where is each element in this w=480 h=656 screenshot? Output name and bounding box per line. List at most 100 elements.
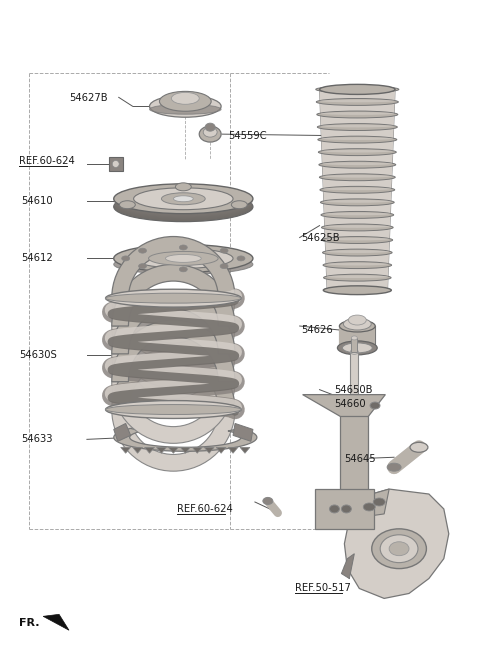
Ellipse shape [263, 497, 273, 504]
Bar [351, 338, 357, 352]
Ellipse shape [133, 188, 233, 210]
Polygon shape [168, 447, 179, 453]
Ellipse shape [316, 86, 399, 93]
Wedge shape [112, 237, 235, 298]
Ellipse shape [340, 494, 368, 504]
Polygon shape [180, 447, 190, 453]
Ellipse shape [122, 256, 130, 261]
Polygon shape [314, 489, 374, 529]
Polygon shape [233, 423, 253, 441]
Wedge shape [112, 298, 235, 359]
Ellipse shape [114, 255, 253, 274]
Ellipse shape [327, 288, 387, 291]
Ellipse shape [323, 249, 392, 256]
Ellipse shape [341, 505, 351, 513]
Text: REF.50-517: REF.50-517 [295, 583, 350, 594]
Ellipse shape [370, 402, 380, 409]
Text: FR.: FR. [19, 619, 40, 628]
Ellipse shape [323, 162, 392, 165]
Ellipse shape [323, 262, 392, 268]
Polygon shape [156, 447, 167, 453]
Ellipse shape [112, 161, 119, 167]
Ellipse shape [322, 237, 393, 243]
Text: REF.60-624: REF.60-624 [19, 156, 75, 166]
Ellipse shape [389, 542, 409, 556]
Polygon shape [43, 614, 69, 630]
Ellipse shape [324, 274, 391, 281]
Ellipse shape [342, 343, 372, 353]
Ellipse shape [220, 264, 228, 268]
Ellipse shape [114, 184, 253, 214]
Ellipse shape [373, 498, 385, 506]
Ellipse shape [150, 95, 221, 117]
Bar [109, 157, 123, 171]
Ellipse shape [318, 136, 397, 143]
Ellipse shape [325, 250, 389, 253]
Ellipse shape [321, 199, 394, 206]
Ellipse shape [319, 161, 396, 168]
Text: 54650B: 54650B [335, 384, 373, 395]
Ellipse shape [319, 174, 395, 180]
Polygon shape [204, 447, 214, 453]
Ellipse shape [324, 188, 391, 190]
Ellipse shape [322, 137, 393, 140]
Ellipse shape [320, 87, 395, 90]
Ellipse shape [329, 505, 339, 513]
Ellipse shape [363, 503, 375, 511]
Ellipse shape [114, 187, 253, 216]
Ellipse shape [321, 125, 394, 127]
Polygon shape [144, 447, 155, 453]
Ellipse shape [237, 256, 245, 261]
Bar [340, 400, 368, 499]
Polygon shape [228, 447, 238, 453]
Ellipse shape [320, 100, 395, 102]
Polygon shape [216, 447, 226, 453]
Ellipse shape [106, 289, 241, 307]
Polygon shape [120, 447, 131, 453]
Ellipse shape [410, 442, 428, 452]
Ellipse shape [316, 98, 398, 106]
Ellipse shape [159, 91, 211, 112]
Ellipse shape [114, 190, 253, 220]
Polygon shape [341, 554, 354, 579]
Text: 54645: 54645 [344, 454, 376, 464]
Ellipse shape [372, 529, 426, 569]
Text: 54625B: 54625B [301, 232, 340, 243]
Ellipse shape [171, 92, 199, 104]
Ellipse shape [323, 175, 392, 178]
Ellipse shape [324, 286, 391, 295]
Ellipse shape [348, 315, 366, 325]
Ellipse shape [180, 267, 187, 272]
Text: 54610: 54610 [21, 195, 53, 206]
Text: REF.60-624: REF.60-624 [178, 504, 233, 514]
Ellipse shape [231, 201, 247, 209]
Ellipse shape [139, 264, 146, 268]
Polygon shape [320, 89, 395, 290]
Ellipse shape [106, 405, 241, 415]
Text: 54612: 54612 [21, 253, 53, 264]
Ellipse shape [150, 104, 221, 114]
Ellipse shape [180, 245, 187, 250]
Ellipse shape [387, 463, 401, 471]
Ellipse shape [175, 183, 192, 191]
Ellipse shape [114, 189, 253, 218]
Ellipse shape [199, 126, 221, 142]
Ellipse shape [320, 186, 395, 194]
Ellipse shape [139, 248, 146, 253]
Wedge shape [112, 326, 235, 388]
Polygon shape [114, 423, 131, 441]
Wedge shape [112, 292, 235, 354]
Wedge shape [112, 354, 235, 415]
Ellipse shape [324, 287, 391, 294]
Ellipse shape [317, 111, 398, 118]
Text: 54559C: 54559C [228, 131, 267, 141]
Ellipse shape [380, 535, 418, 563]
Ellipse shape [114, 185, 253, 215]
Ellipse shape [340, 395, 368, 405]
Ellipse shape [325, 225, 390, 228]
Ellipse shape [337, 341, 377, 355]
Wedge shape [112, 382, 235, 443]
Ellipse shape [166, 255, 201, 262]
Ellipse shape [173, 195, 193, 202]
Wedge shape [112, 409, 235, 471]
